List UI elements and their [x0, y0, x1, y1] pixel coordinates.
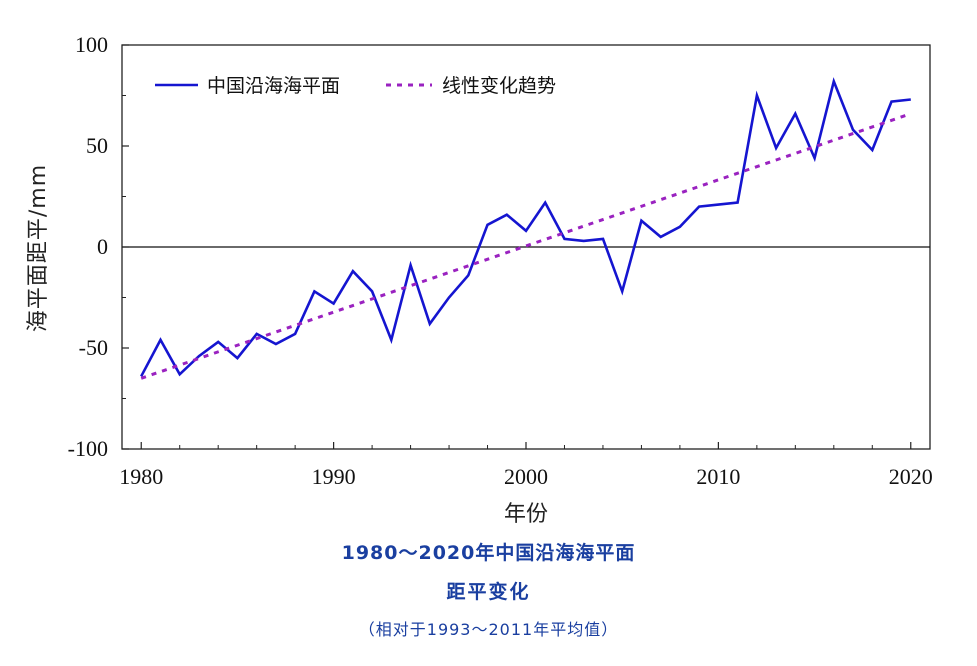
legend-label-sea-level: 中国沿海海平面: [207, 75, 340, 97]
trend-line: [140, 112, 912, 380]
x-axis-label: 年份: [504, 502, 548, 527]
x-tick-label: 1990: [312, 464, 356, 489]
legend-label-trend: 线性变化趋势: [442, 75, 556, 97]
axis-ticks: -100 -50 0 50 100 1980 1990 2000 2010 2020: [68, 32, 933, 489]
caption-title: 1980～2020年中国沿海海平面: [341, 542, 636, 564]
y-tick-label: -50: [79, 335, 108, 360]
series-layer: [140, 77, 912, 380]
caption-subtitle: 距平变化: [446, 581, 531, 603]
y-tick-label: 0: [97, 234, 108, 259]
sea-level-series-line: [140, 77, 911, 377]
x-tick-label: 2000: [504, 464, 548, 489]
x-tick-label: 2020: [889, 464, 933, 489]
caption-note: （相对于1993～2011年平均值）: [358, 620, 619, 639]
y-tick-label: 50: [86, 133, 108, 158]
x-tick-label: 2010: [696, 464, 740, 489]
y-tick-label: 100: [75, 32, 108, 57]
legend: 中国沿海海平面 线性变化趋势: [155, 75, 556, 97]
y-axis-label: 海平面距平/mm: [26, 164, 51, 332]
plot-area: [121, 44, 931, 450]
x-tick-label: 1980: [119, 464, 163, 489]
sea-level-chart: -100 -50 0 50 100 1980 1990 2000 2010 2020 中国沿海海平…: [26, 32, 933, 527]
y-tick-label: -100: [68, 436, 108, 461]
